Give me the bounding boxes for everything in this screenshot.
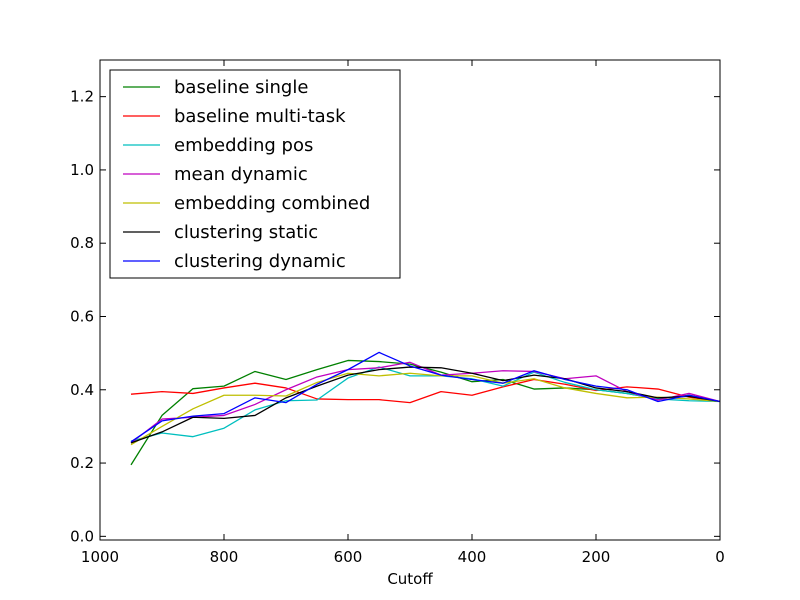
y-tick-label: 0.6 [70,307,94,325]
x-tick-label: 200 [582,548,611,566]
plot-frame [99,59,721,541]
legend: baseline single baseline multi-task embedd… [109,69,401,279]
series-line-baseline-multi-task [130,378,721,404]
y-tick-label: 0.2 [70,454,94,472]
legend-label: embedding pos [174,135,313,156]
x-tick-label: 600 [334,548,363,566]
ticks-layer: 1000 800 600 400 200 0 0.0 0.2 0.4 0.6 0.8 1.0 1.2 [70,60,725,566]
x-tick-label: 800 [210,548,239,566]
x-tick-label: 0 [715,548,725,566]
y-tick-label: 0.4 [70,381,94,399]
x-tick-label: 1000 [81,548,119,566]
legend-label: baseline multi-task [174,106,346,127]
series-layer [130,351,721,466]
x-axis-label: Cutoff [387,570,433,588]
series-line-embedding-combined [130,372,721,446]
series-line-embedding-pos [130,366,721,442]
legend-label: baseline single [174,77,308,98]
y-tick-label: 0.0 [70,527,94,545]
y-tick-label: 0.8 [70,234,94,252]
x-tick-label: 400 [458,548,487,566]
y-tick-label: 1.2 [70,88,94,106]
legend-label: clustering dynamic [174,251,346,272]
legend-label: embedding combined [174,193,370,214]
series-line-clustering-dynamic [130,351,721,443]
series-line-clustering-static [130,366,721,444]
y-tick-label: 1.0 [70,161,94,179]
legend-label: mean dynamic [174,164,308,185]
legend-label: clustering static [174,222,318,243]
